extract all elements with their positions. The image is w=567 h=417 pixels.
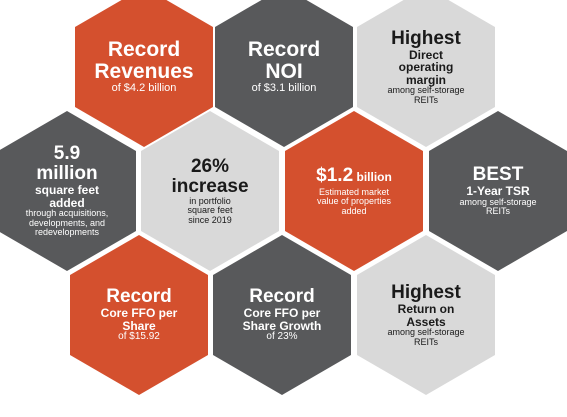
hex-line: among self-storage: [459, 196, 537, 207]
hex-line: Record: [249, 286, 315, 308]
hex-line: in portfolio: [189, 195, 231, 206]
hex-line: Share: [122, 318, 156, 333]
hex-line: added: [49, 195, 85, 210]
hex-line: margin: [405, 72, 446, 87]
hex-line: Record: [107, 38, 181, 62]
hex-line: REITs: [485, 206, 510, 217]
hex-line: Highest: [391, 27, 461, 49]
hex-record-ffo-growth: Record Core FFO per Share Growth of 23%: [213, 235, 351, 395]
hex-best-tsr: BEST 1-Year TSR among self-storage REITs: [429, 111, 567, 271]
hex-line: square feet: [34, 183, 100, 198]
hex-line: of 23%: [266, 331, 298, 343]
hex-line-part: billion: [353, 169, 392, 184]
hex-line: Core FFO per: [243, 306, 321, 321]
hex-line: of $3.1 billion: [251, 82, 317, 95]
hex-line: Record: [247, 38, 321, 62]
hex-line: 5.9: [53, 143, 81, 165]
hex-line: added: [341, 205, 367, 216]
hex-line: increase: [171, 175, 249, 197]
hex-line: 26%: [190, 155, 230, 177]
hex-line: among self-storage: [387, 327, 465, 338]
hex-portfolio-increase: 26% increase in portfolio square feet since …: [141, 111, 279, 271]
hex-record-core-ffo: Record Core FFO per Share of $15.92: [70, 235, 208, 395]
hex-line-part: $1.2: [316, 164, 354, 186]
hex-line: redevelopments: [34, 227, 100, 238]
hex-line: of $4.2 billion: [111, 82, 177, 95]
hex-line: value of properties: [316, 196, 392, 207]
hex-line: Estimated market: [318, 186, 390, 197]
hex-line: NOI: [265, 60, 303, 84]
hex-line: BEST: [472, 164, 524, 186]
hex-line: through acquisitions,: [25, 208, 109, 219]
hex-line: Record: [106, 286, 172, 308]
hex-property-value-added: $1.2 billion Estimated market value of pro…: [285, 111, 423, 271]
hex-line: Return on: [397, 301, 455, 316]
hex-line: Share Growth: [242, 318, 322, 333]
hex-line: Revenues: [94, 60, 194, 84]
hex-square-feet-added: 5.9 million square feet added through acquis…: [0, 111, 136, 271]
hex-line: developments, and: [28, 217, 106, 228]
hex-line: since 2019: [188, 214, 232, 225]
hex-line: Highest: [391, 282, 461, 303]
hex-line: million: [36, 163, 98, 185]
hex-highest-return: Highest Return on Assets among self-storage…: [357, 235, 495, 395]
hex-line: square feet: [187, 205, 233, 216]
hex-line: REITs: [413, 94, 438, 105]
hex-line: Direct: [408, 47, 443, 62]
hex-line: 1-Year TSR: [466, 184, 530, 199]
hex-line: REITs: [413, 336, 438, 347]
hex-line: Core FFO per: [100, 306, 178, 321]
hex-line: of $15.92: [118, 331, 160, 343]
hex-line: among self-storage: [387, 85, 465, 96]
hex-line: Assets: [406, 314, 446, 329]
hex-line: operating: [398, 60, 454, 75]
hex-line: $1.2 billion: [316, 164, 392, 186]
